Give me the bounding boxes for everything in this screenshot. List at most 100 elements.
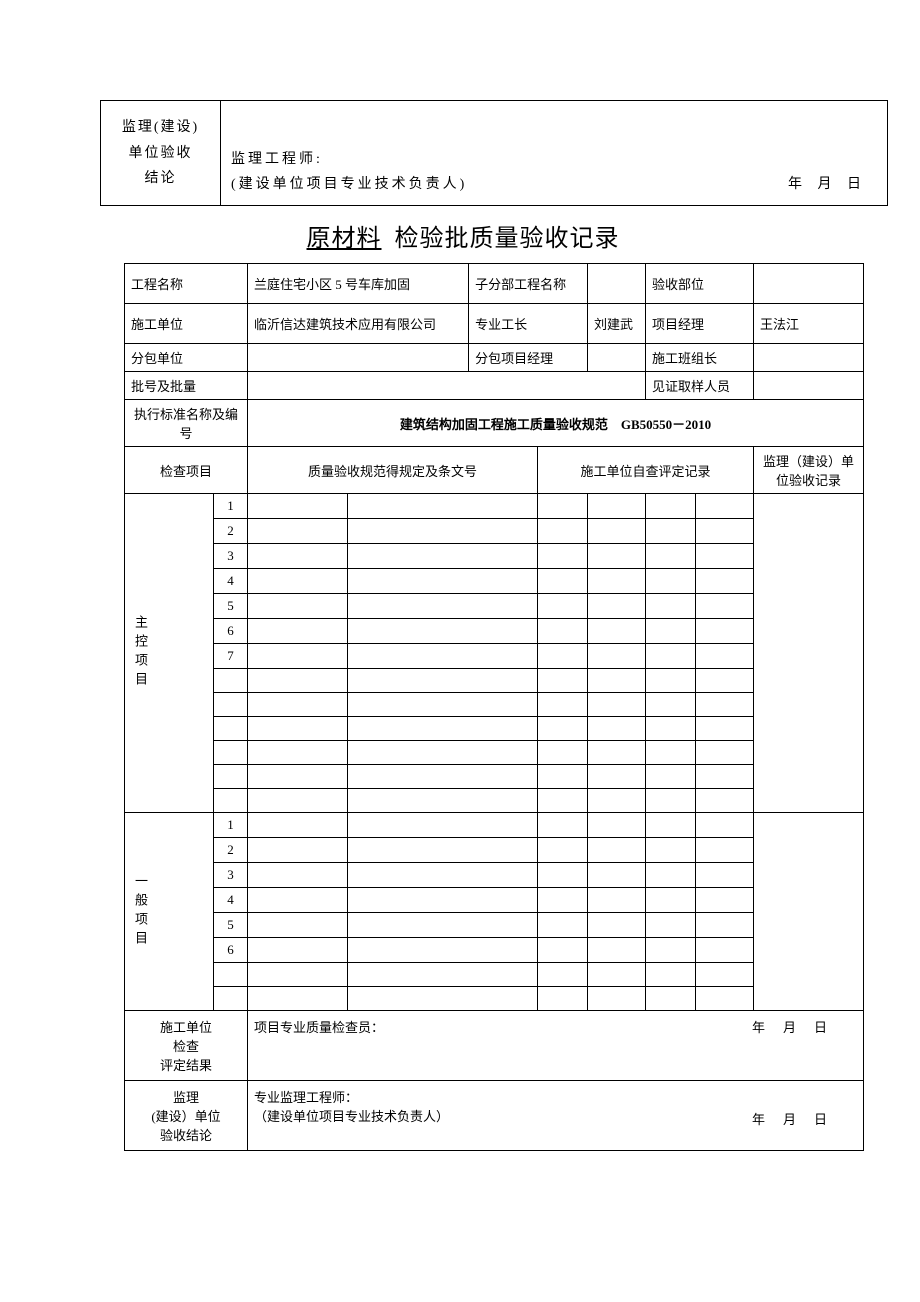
c xyxy=(248,987,348,1011)
c xyxy=(538,913,588,938)
c xyxy=(588,987,646,1011)
unit-result-label: 施工单位 检查 评定结果 xyxy=(125,1011,248,1081)
m2: 月 xyxy=(783,1112,814,1127)
pm-value: 王法江 xyxy=(754,304,864,344)
c xyxy=(348,913,538,938)
c xyxy=(248,741,348,765)
team-leader-value xyxy=(754,344,864,372)
main-sc-4 xyxy=(696,494,754,519)
c xyxy=(588,838,646,863)
c xyxy=(538,519,588,544)
c xyxy=(248,963,348,987)
gen-row-num: 4 xyxy=(214,888,248,913)
c xyxy=(248,669,348,693)
main-row-num: 4 xyxy=(214,569,248,594)
c xyxy=(646,619,696,644)
document-title: 原材料 检验批质量验收记录 xyxy=(0,218,920,253)
c xyxy=(588,594,646,619)
main-row-num: 3 xyxy=(214,544,248,569)
c xyxy=(538,963,588,987)
main-row-num xyxy=(214,717,248,741)
col-spec: 质量验收规范得规定及条文号 xyxy=(248,447,538,494)
c xyxy=(646,693,696,717)
c xyxy=(696,888,754,913)
main-sc-2 xyxy=(588,494,646,519)
c xyxy=(646,569,696,594)
gen-row-num xyxy=(214,987,248,1011)
c xyxy=(646,544,696,569)
c xyxy=(348,741,538,765)
title-rest: 检验批质量验收记录 xyxy=(395,226,620,252)
witness-value xyxy=(754,372,864,400)
c xyxy=(696,717,754,741)
foreman-value: 刘建武 xyxy=(588,304,646,344)
main-sc-1 xyxy=(538,494,588,519)
c xyxy=(538,619,588,644)
c xyxy=(348,987,538,1011)
c xyxy=(588,717,646,741)
c xyxy=(646,963,696,987)
m: 月 xyxy=(783,1020,814,1035)
subcontract-value xyxy=(248,344,469,372)
main-row-num xyxy=(214,669,248,693)
c xyxy=(646,519,696,544)
batch-label: 批号及批量 xyxy=(125,372,248,400)
c xyxy=(646,669,696,693)
top-content-cell: 监理工程师: (建设单位项目专业技术负责人) 年 月 日 xyxy=(221,101,888,206)
c xyxy=(248,765,348,789)
c xyxy=(646,813,696,838)
c xyxy=(588,644,646,669)
c xyxy=(588,863,646,888)
sub-pm-value xyxy=(588,344,646,372)
c xyxy=(646,741,696,765)
c xyxy=(538,765,588,789)
c xyxy=(348,644,538,669)
category-general-text: 一般项目 xyxy=(131,874,150,950)
c xyxy=(538,741,588,765)
c xyxy=(646,938,696,963)
unit-result-l1: 施工单位 xyxy=(131,1017,241,1036)
sup-concl-l2: (建设）单位 xyxy=(131,1106,241,1125)
main-row-num xyxy=(214,765,248,789)
c xyxy=(248,863,348,888)
c xyxy=(538,987,588,1011)
accept-part-label: 验收部位 xyxy=(646,264,754,304)
c xyxy=(696,765,754,789)
c xyxy=(588,765,646,789)
main-row-num: 1 xyxy=(214,494,248,519)
subpart-value xyxy=(588,264,646,304)
c xyxy=(248,644,348,669)
c xyxy=(696,813,754,838)
c xyxy=(646,789,696,813)
unit-result-l3: 评定结果 xyxy=(131,1055,241,1074)
c xyxy=(588,669,646,693)
subcontract-label: 分包单位 xyxy=(125,344,248,372)
gen-row-num: 3 xyxy=(214,863,248,888)
c xyxy=(538,669,588,693)
c xyxy=(248,594,348,619)
c xyxy=(538,838,588,863)
c xyxy=(696,519,754,544)
sup-concl-date: 年月日 xyxy=(752,1109,845,1128)
unit-result-content: 项目专业质量检查员： 年月日 xyxy=(248,1011,864,1081)
c xyxy=(588,569,646,594)
top-label-l2: 单位验收 xyxy=(111,141,210,166)
top-label-l1: 监理(建设) xyxy=(111,115,210,140)
c xyxy=(348,789,538,813)
unit-result-text: 项目专业质量检查员： xyxy=(254,1020,384,1035)
subpart-label: 子分部工程名称 xyxy=(469,264,588,304)
sup-concl-l1: 监理 xyxy=(131,1087,241,1106)
c xyxy=(588,619,646,644)
foreman-label: 专业工长 xyxy=(469,304,588,344)
c xyxy=(696,838,754,863)
c xyxy=(696,669,754,693)
gen-row-num xyxy=(214,963,248,987)
c xyxy=(248,888,348,913)
c xyxy=(538,888,588,913)
d2: 日 xyxy=(814,1112,845,1127)
std-value: 建筑结构加固工程施工质量验收规范 GB50550－2010 xyxy=(248,400,864,447)
c xyxy=(248,913,348,938)
title-underline: 原材料 xyxy=(301,226,388,252)
c xyxy=(588,789,646,813)
c xyxy=(348,888,538,913)
